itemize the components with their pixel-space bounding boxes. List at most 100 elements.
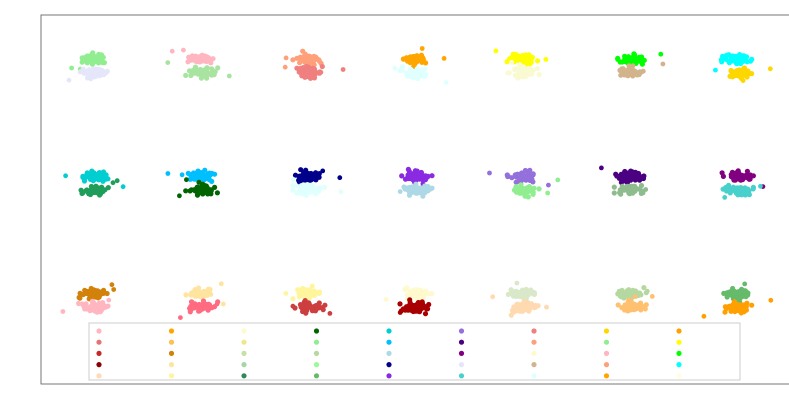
data-point	[88, 303, 94, 309]
outlier-point	[63, 173, 68, 179]
data-point	[202, 167, 208, 173]
data-point	[290, 187, 296, 193]
cluster-r2-g3-lower	[397, 297, 432, 317]
data-point	[419, 300, 425, 307]
data-point	[622, 168, 628, 175]
data-point	[189, 299, 195, 305]
data-point	[643, 302, 649, 308]
data-point	[84, 75, 91, 81]
data-point	[100, 178, 106, 184]
cluster-r1-g4-upper	[487, 167, 551, 188]
data-point	[308, 172, 314, 178]
outlier-point	[768, 297, 774, 303]
outlier-point	[283, 291, 289, 296]
data-point	[512, 51, 518, 57]
data-point	[313, 302, 319, 309]
data-point	[722, 309, 728, 315]
outlier-point	[643, 187, 649, 192]
data-point	[632, 169, 639, 175]
data-point	[93, 69, 99, 75]
data-point	[738, 185, 744, 191]
data-point	[412, 172, 418, 178]
data-point	[525, 291, 531, 297]
data-point	[749, 71, 755, 77]
data-point	[300, 48, 306, 54]
outlier-point	[226, 73, 232, 79]
legend-marker	[458, 339, 465, 345]
data-point	[745, 186, 751, 192]
legend-marker	[241, 328, 247, 334]
data-point	[618, 179, 625, 185]
data-point	[622, 176, 628, 182]
outlier-point	[120, 184, 126, 190]
data-point	[299, 302, 305, 308]
data-point	[613, 171, 619, 177]
data-point	[418, 67, 425, 73]
cluster-r2-g4-upper	[505, 280, 538, 305]
data-point	[296, 173, 302, 179]
cluster-r2-g0-upper	[76, 282, 117, 302]
cluster-r0-g3-lower	[392, 64, 449, 85]
data-point	[321, 184, 328, 190]
data-point	[399, 64, 405, 70]
legend-marker	[603, 328, 610, 334]
legend-marker	[458, 350, 465, 356]
data-point	[626, 172, 632, 178]
data-point	[517, 62, 523, 68]
legend-marker	[531, 350, 537, 356]
cluster-r0-g2-upper	[282, 48, 324, 70]
legend-marker	[603, 339, 610, 345]
outlier-point	[493, 48, 499, 54]
clusters-layer	[60, 46, 774, 320]
legend-marker	[96, 339, 102, 345]
data-point	[98, 173, 104, 179]
data-point	[195, 191, 201, 197]
data-point	[295, 287, 301, 293]
legend-marker	[386, 373, 392, 379]
data-point	[88, 71, 94, 77]
legend-marker	[676, 350, 682, 356]
data-point	[311, 185, 317, 191]
data-point	[520, 302, 526, 309]
data-point	[513, 66, 519, 72]
data-point	[199, 293, 205, 299]
legend	[88, 322, 741, 381]
outlier-point	[722, 195, 728, 200]
outlier-point	[181, 47, 186, 53]
cluster-r0-g6-lower	[727, 65, 773, 83]
outlier-point	[555, 177, 561, 183]
outlier-point	[402, 185, 408, 191]
data-point	[183, 72, 189, 78]
cluster-r2-g4-lower	[490, 294, 549, 318]
outlier-point	[731, 172, 736, 177]
outlier-point	[177, 193, 182, 199]
legend-marker	[313, 373, 320, 379]
data-point	[80, 66, 86, 72]
cluster-r2-g5-lower	[615, 294, 655, 314]
data-point	[749, 302, 755, 308]
data-point	[429, 291, 435, 297]
legend-marker	[676, 373, 682, 379]
data-point	[422, 311, 429, 317]
data-point	[632, 186, 638, 192]
data-point	[626, 58, 632, 64]
data-point	[745, 174, 752, 180]
data-point	[535, 58, 541, 64]
data-point	[623, 291, 630, 297]
data-point	[736, 289, 743, 295]
data-point	[399, 173, 405, 179]
data-point	[416, 189, 422, 195]
data-point	[512, 186, 518, 192]
data-point	[196, 179, 202, 185]
data-point	[530, 67, 536, 73]
data-point	[79, 59, 85, 65]
data-point	[429, 173, 435, 179]
data-point	[97, 188, 103, 194]
data-point	[311, 72, 318, 78]
outlier-point	[165, 171, 171, 176]
data-point	[93, 54, 99, 60]
data-point	[536, 186, 542, 192]
cluster-r2-g0-lower	[60, 297, 112, 315]
data-point	[89, 168, 95, 174]
data-point	[731, 288, 738, 294]
